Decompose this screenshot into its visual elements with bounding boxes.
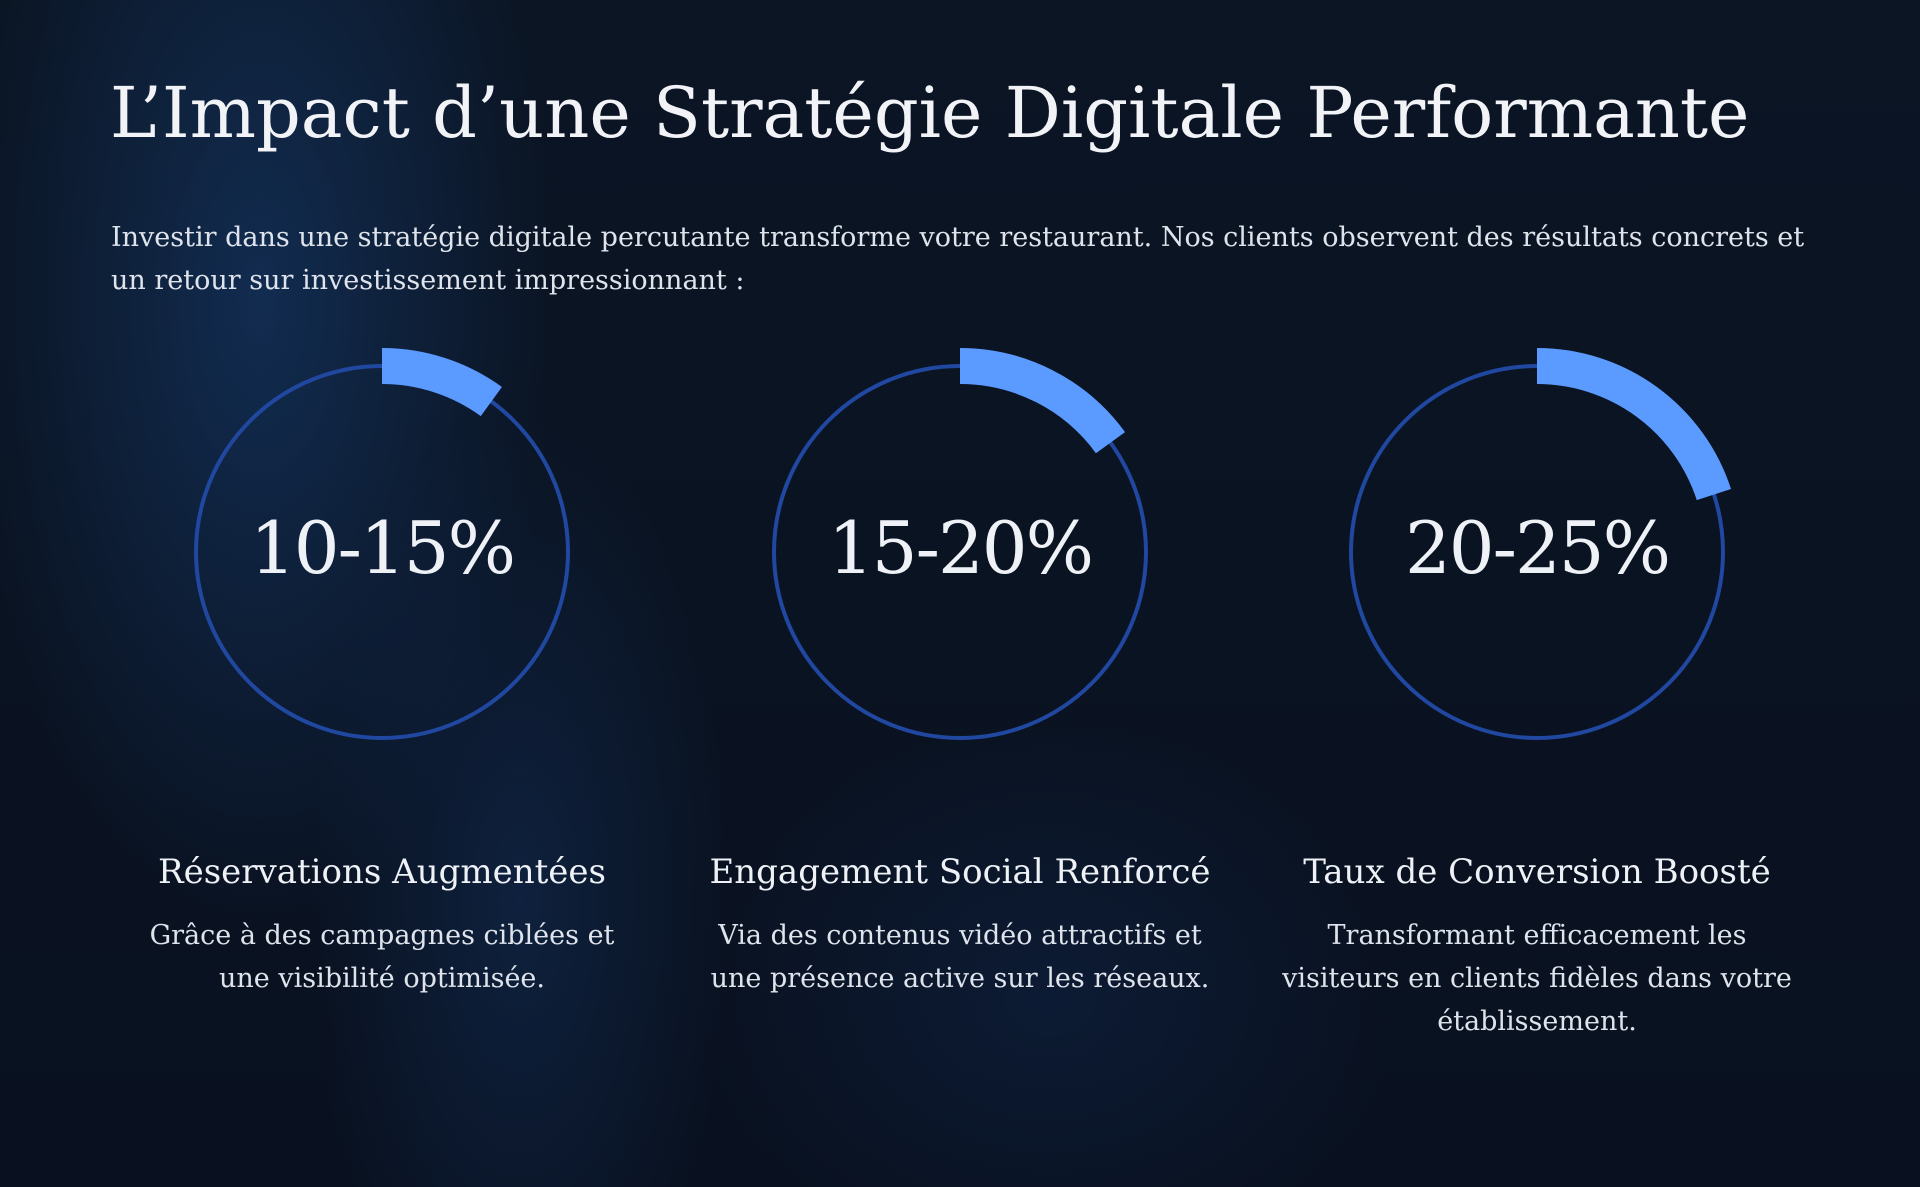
intro-paragraph: Investir dans une stratégie digitale per… xyxy=(111,222,1805,296)
stat-title: Taux de Conversion Boosté xyxy=(1303,852,1771,892)
page-title: L’Impact d’une Stratégie Digitale Perfor… xyxy=(110,72,1750,154)
stat-card-engagement: 15-20% Engagement Social Renforcé Via de… xyxy=(680,0,1240,1187)
stat-card-reservations: 10-15% Réservations Augmentées Grâce à d… xyxy=(102,0,662,1187)
progress-ring xyxy=(772,340,1148,740)
stat-description: Transformant efficacement les visiteurs … xyxy=(1282,920,1792,1037)
stat-title: Engagement Social Renforcé xyxy=(709,852,1211,892)
stat-value: 20-25% xyxy=(1405,506,1671,590)
stat-card-conversion: 20-25% Taux de Conversion Boosté Transfo… xyxy=(1257,0,1817,1187)
progress-ring-graphic xyxy=(772,348,1148,740)
progress-ring-arc xyxy=(381,348,502,417)
stat-description: Via des contenus vidéo attractifs et une… xyxy=(710,920,1210,994)
stat-value: 15-20% xyxy=(828,506,1094,590)
progress-ring xyxy=(194,340,570,740)
progress-ring-graphic xyxy=(194,348,570,740)
progress-ring xyxy=(1349,340,1732,740)
stat-description: Grâce à des campagnes ciblées et une vis… xyxy=(149,920,615,994)
stat-value: 10-15% xyxy=(250,506,516,590)
stat-title: Réservations Augmentées xyxy=(157,852,606,892)
progress-ring-graphic xyxy=(1349,348,1732,740)
progress-ring-arc xyxy=(1536,348,1732,501)
progress-ring-arc xyxy=(959,348,1126,454)
